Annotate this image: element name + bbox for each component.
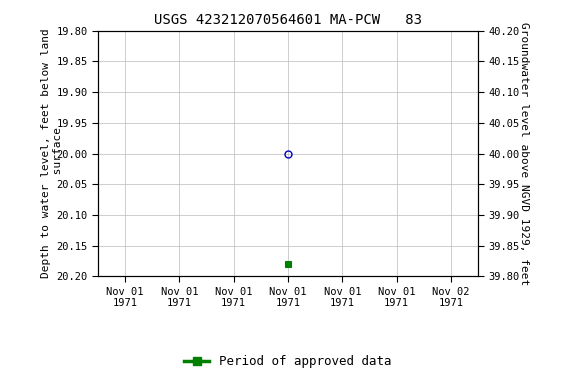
Legend: Period of approved data: Period of approved data: [179, 351, 397, 374]
Title: USGS 423212070564601 MA-PCW   83: USGS 423212070564601 MA-PCW 83: [154, 13, 422, 27]
Y-axis label: Groundwater level above NGVD 1929, feet: Groundwater level above NGVD 1929, feet: [519, 22, 529, 285]
Y-axis label: Depth to water level, feet below land
 surface: Depth to water level, feet below land su…: [41, 29, 63, 278]
